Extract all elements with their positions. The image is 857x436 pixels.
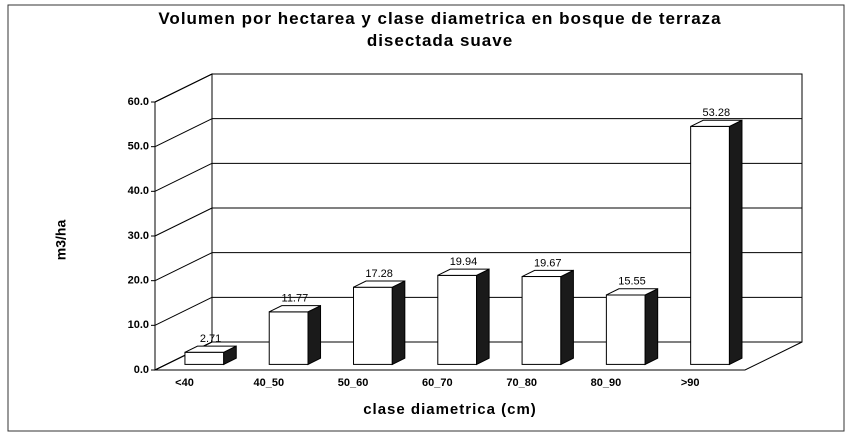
x-tick-label: >90 xyxy=(681,377,700,389)
x-axis-label: clase diametrica (cm) xyxy=(363,401,537,418)
x-tick-label: 60_70 xyxy=(422,377,453,389)
value-label: 2.71 xyxy=(200,333,221,345)
bar-side xyxy=(307,304,322,366)
value-label: 15.55 xyxy=(618,276,646,288)
bar xyxy=(690,125,730,365)
y-tick-label: 30.0 xyxy=(128,230,149,242)
bar-top xyxy=(353,280,406,288)
bar xyxy=(184,351,225,365)
x-tick-label: 80_90 xyxy=(591,377,622,389)
bar xyxy=(605,294,646,365)
y-tick-label: 20.0 xyxy=(128,275,149,287)
value-label: 17.28 xyxy=(365,268,393,280)
y-tick-label: 0.0 xyxy=(134,364,149,376)
grid-line xyxy=(154,207,213,237)
grid-line xyxy=(154,252,213,282)
x-tick-label: 70_80 xyxy=(506,377,537,389)
bar-top xyxy=(184,345,237,353)
y-tick-label: 50.0 xyxy=(128,141,149,153)
bar-top xyxy=(437,268,490,276)
bar-top xyxy=(606,288,658,296)
x-tick-label: 50_60 xyxy=(338,377,369,389)
chart-title: Volumen por hectarea y clase diametrica … xyxy=(158,9,722,50)
bar xyxy=(437,274,478,365)
grid-line xyxy=(154,162,213,192)
y-tick-label: 10.0 xyxy=(128,319,149,331)
x-tick-label: 40_50 xyxy=(253,377,284,389)
bar-side xyxy=(560,269,574,366)
value-label: 53.28 xyxy=(703,107,731,119)
bar-side xyxy=(728,119,743,366)
y-tick-label: 60.0 xyxy=(128,96,149,108)
bar-side xyxy=(391,280,406,366)
grid-line xyxy=(154,296,213,326)
bar xyxy=(521,276,562,365)
bar xyxy=(268,311,309,365)
y-tick-label: 40.0 xyxy=(128,185,149,197)
value-label: 19.94 xyxy=(450,256,478,268)
bar-side xyxy=(476,268,490,366)
bar-top xyxy=(269,305,321,313)
bar-side xyxy=(644,287,659,366)
bar xyxy=(353,286,393,365)
y-axis-label: m3/ha xyxy=(53,220,69,261)
value-label: 11.77 xyxy=(282,293,309,305)
x-tick-label: <40 xyxy=(175,377,194,389)
grid-line xyxy=(154,73,213,103)
bar-top xyxy=(690,119,743,127)
grid-line xyxy=(154,118,213,148)
value-label: 19.67 xyxy=(534,257,562,269)
bar-top xyxy=(521,269,574,278)
chart-frame xyxy=(7,4,845,432)
